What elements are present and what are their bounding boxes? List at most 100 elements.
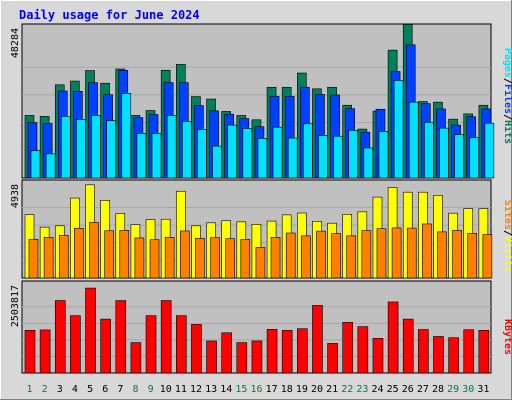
bar-kbytes-day-22 bbox=[342, 322, 354, 374]
x-tick-day-6: 6 bbox=[102, 384, 108, 395]
bar-sites-day-29 bbox=[452, 230, 462, 279]
bar-pages-day-29 bbox=[454, 134, 464, 179]
bar-kbytes-day-7 bbox=[115, 300, 127, 374]
x-tick-day-11: 11 bbox=[175, 384, 187, 395]
bar-sites-day-9 bbox=[149, 239, 160, 279]
bar-sites-day-11 bbox=[179, 230, 190, 279]
bar-sites-day-28 bbox=[437, 231, 447, 279]
x-tick-day-12: 12 bbox=[190, 384, 202, 395]
legend-kbytes: KBytes bbox=[502, 319, 512, 355]
bar-pages-day-25 bbox=[393, 80, 404, 179]
legend-kbytes: KBytes bbox=[502, 319, 512, 355]
x-tick-day-20: 20 bbox=[311, 384, 323, 395]
bar-sites-day-8 bbox=[134, 237, 145, 279]
bar-sites-day-1 bbox=[28, 238, 39, 279]
bar-sites-day-30 bbox=[467, 233, 478, 279]
legend-separator: / bbox=[502, 114, 512, 120]
bar-pages-day-12 bbox=[197, 129, 207, 179]
x-tick-day-8: 8 bbox=[132, 384, 138, 395]
legend-visits: Visits bbox=[502, 236, 512, 272]
bar-pages-day-17 bbox=[272, 126, 283, 179]
bar-sites-day-13 bbox=[210, 237, 220, 279]
x-tick-day-31: 31 bbox=[477, 384, 489, 395]
bar-kbytes-day-11 bbox=[175, 315, 187, 374]
bar-kbytes-day-8 bbox=[130, 342, 142, 374]
bar-sites-day-12 bbox=[195, 238, 205, 279]
x-tick-day-14: 14 bbox=[220, 384, 232, 395]
bar-kbytes-day-31 bbox=[478, 330, 490, 374]
bar-sites-day-16 bbox=[255, 247, 266, 279]
x-tick-day-1: 1 bbox=[27, 384, 33, 395]
bar-pages-day-19 bbox=[303, 123, 313, 179]
bar-sites-day-27 bbox=[422, 223, 432, 279]
x-tick-day-26: 26 bbox=[402, 384, 414, 395]
bar-sites-day-18 bbox=[285, 232, 296, 279]
bar-pages-day-15 bbox=[242, 128, 253, 179]
bar-pages-day-20 bbox=[318, 135, 328, 179]
chart-title: Daily usage for June 2024 bbox=[19, 8, 200, 22]
bar-pages-day-13 bbox=[212, 145, 222, 179]
bar-pages-day-3 bbox=[60, 116, 71, 179]
bar-kbytes-day-23 bbox=[357, 326, 369, 374]
y-max-label: 48284 bbox=[10, 28, 21, 58]
x-tick-day-5: 5 bbox=[87, 384, 93, 395]
bar-sites-day-23 bbox=[361, 230, 372, 279]
y-max-label: 4938 bbox=[10, 184, 21, 208]
bar-sites-day-14 bbox=[225, 238, 235, 279]
bar-sites-day-17 bbox=[270, 237, 281, 279]
bar-pages-day-21 bbox=[333, 135, 343, 179]
x-tick-day-24: 24 bbox=[372, 384, 384, 395]
bar-pages-day-30 bbox=[469, 137, 480, 179]
x-tick-day-7: 7 bbox=[117, 384, 123, 395]
bar-sites-day-22 bbox=[346, 235, 357, 279]
x-tick-day-27: 27 bbox=[417, 384, 429, 395]
bar-pages-day-16 bbox=[257, 138, 268, 179]
bar-pages-day-11 bbox=[181, 121, 192, 179]
bar-pages-day-26 bbox=[408, 101, 419, 179]
legend-visits-sites: Sites/Visits bbox=[502, 200, 512, 272]
legend-hits-files-pages: Pages/Files/Hits bbox=[502, 48, 512, 144]
legend-pages: Pages bbox=[502, 48, 512, 78]
x-tick-day-3: 3 bbox=[57, 384, 63, 395]
bar-kbytes-day-6 bbox=[100, 318, 111, 374]
bar-sites-day-26 bbox=[406, 227, 417, 279]
bar-pages-day-2 bbox=[45, 153, 56, 179]
bar-pages-day-18 bbox=[287, 137, 298, 179]
bar-sites-day-24 bbox=[376, 228, 387, 279]
bar-kbytes-day-30 bbox=[463, 329, 475, 374]
bar-kbytes-day-13 bbox=[206, 340, 217, 374]
x-tick-day-17: 17 bbox=[266, 384, 278, 395]
y-max-label: 2503817 bbox=[10, 285, 21, 327]
bar-sites-day-19 bbox=[301, 235, 311, 279]
bar-pages-day-24 bbox=[378, 131, 389, 179]
bar-sites-day-6 bbox=[104, 230, 114, 279]
bar-sites-day-7 bbox=[119, 230, 130, 279]
bar-kbytes-day-1 bbox=[24, 330, 36, 374]
bar-pages-day-14 bbox=[227, 124, 237, 179]
bar-kbytes-day-4 bbox=[70, 315, 81, 374]
bar-kbytes-day-17 bbox=[266, 329, 278, 374]
bar-sites-day-4 bbox=[74, 227, 84, 279]
x-tick-day-2: 2 bbox=[42, 384, 48, 395]
x-tick-day-4: 4 bbox=[72, 384, 78, 395]
x-tick-day-19: 19 bbox=[296, 384, 308, 395]
legend-separator: / bbox=[502, 78, 512, 84]
bar-pages-day-22 bbox=[348, 130, 359, 179]
bar-pages-day-9 bbox=[151, 133, 162, 179]
bar-pages-day-8 bbox=[136, 133, 147, 179]
bar-pages-day-6 bbox=[106, 120, 116, 179]
bar-sites-day-2 bbox=[43, 237, 54, 279]
x-tick-day-30: 30 bbox=[462, 384, 474, 395]
bar-sites-day-31 bbox=[482, 234, 493, 279]
bar-kbytes-day-24 bbox=[372, 337, 384, 374]
bar-sites-day-15 bbox=[240, 239, 251, 279]
bar-kbytes-day-19 bbox=[297, 328, 308, 374]
bar-kbytes-day-28 bbox=[433, 336, 444, 374]
bar-kbytes-day-14 bbox=[221, 332, 232, 374]
bar-pages-day-28 bbox=[439, 127, 449, 179]
bar-pages-day-4 bbox=[76, 119, 86, 179]
bar-kbytes-day-15 bbox=[236, 342, 248, 374]
bar-kbytes-day-3 bbox=[54, 300, 66, 374]
bar-kbytes-day-29 bbox=[448, 337, 459, 374]
